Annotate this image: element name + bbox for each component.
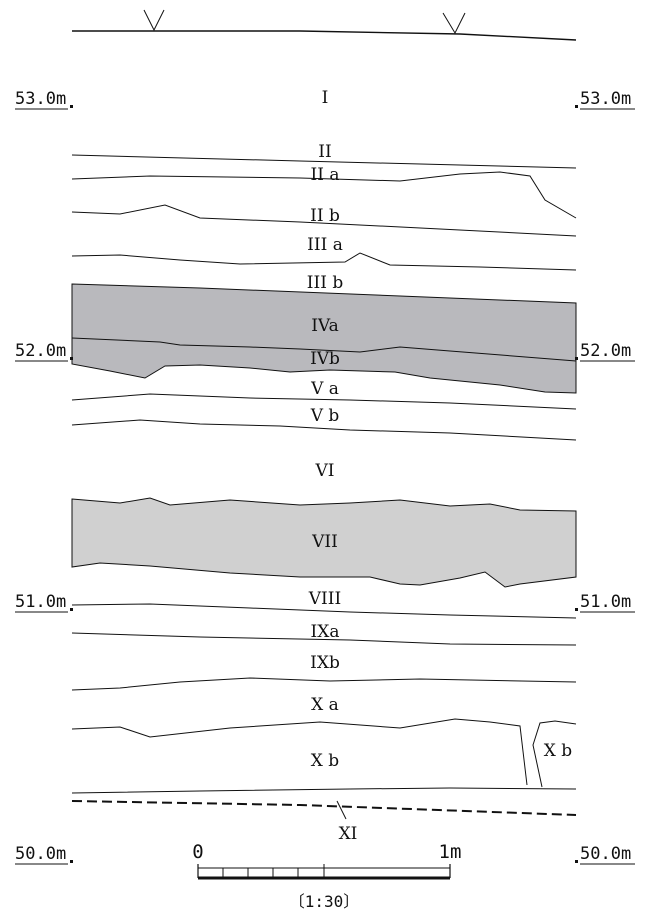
- layer-label-iva: IVa: [311, 316, 339, 336]
- elevation-label-53-right: 53.0m: [580, 89, 631, 109]
- boundary-xb-crack: [532, 720, 577, 788]
- elevation-label-51-right: 51.0m: [580, 592, 631, 612]
- boundary-iib-iiia: [71, 252, 577, 271]
- vegetation-mark-right: [442, 12, 466, 35]
- elevation-label-52-right: 52.0m: [580, 341, 631, 361]
- layer-label-vb: V b: [310, 406, 340, 426]
- boundary-xa-xb: [71, 718, 528, 786]
- layer-label-ixb: IXb: [310, 653, 340, 673]
- layer-label-ivb: IVb: [310, 349, 340, 369]
- elevation-label-50-right: 50.0m: [580, 844, 631, 864]
- layer-label-vii: VII: [311, 532, 338, 552]
- boundary-xi-dashed: [71, 800, 577, 816]
- elevation-dot-51-right: [575, 608, 578, 611]
- boundary-va-vb: [71, 393, 577, 410]
- layer-label-xi: XI: [339, 824, 358, 844]
- scale-ratio-label: 〔1:30〕: [289, 892, 360, 911]
- layer-label-iib: II b: [310, 206, 340, 226]
- scale-bar-end-label: 1m: [439, 841, 462, 863]
- elevation-dot-53-left: [70, 105, 73, 108]
- layer-label-xb-right: X b: [544, 741, 573, 761]
- layer-label-ii: II: [318, 142, 331, 162]
- layer-label-i: I: [322, 88, 329, 108]
- elevation-dot-53-right: [575, 105, 578, 108]
- boundary-xb-bottom: [71, 787, 577, 794]
- layer-label-viii: VIII: [308, 589, 341, 609]
- boundary-iia-iib: [71, 204, 577, 237]
- elevation-dot-51-left: [70, 608, 73, 611]
- layer-iv-fill: [71, 283, 577, 394]
- elevation-dot-52-left: [70, 357, 73, 360]
- boundary-ii-iia: [71, 171, 577, 219]
- boundary-ixa-ixb: [71, 677, 577, 691]
- ground-surface-line: [72, 30, 577, 41]
- scale-bar-start-label: 0: [192, 841, 203, 863]
- layer-label-iiia: III a: [307, 235, 343, 255]
- layer-label-ixa: IXa: [311, 622, 340, 642]
- vegetation-mark-left: [143, 9, 165, 32]
- elevation-dot-50-right: [575, 860, 578, 863]
- layer-vii-fill: [71, 497, 577, 588]
- elevation-dot-50-left: [70, 860, 73, 863]
- boundary-viii-top: [71, 603, 577, 619]
- elevation-dot-52-right: [575, 357, 578, 360]
- elevation-label-50-left: 50.0m: [15, 844, 66, 864]
- boundary-vb-vi: [71, 419, 577, 441]
- layer-label-iia: II a: [311, 165, 340, 185]
- elevation-label-53-left: 53.0m: [15, 89, 66, 109]
- boundary-i-ii: [71, 154, 577, 169]
- boundary-viii-ixa: [71, 632, 577, 646]
- leader-xi: [336, 800, 347, 820]
- layer-label-xa: X a: [311, 695, 339, 715]
- layer-label-xb: X b: [311, 751, 340, 771]
- layer-label-iiib: III b: [307, 273, 344, 293]
- scale-bar: [197, 864, 451, 880]
- layer-label-vi: VI: [315, 461, 335, 481]
- layer-label-va: V a: [310, 379, 339, 399]
- elevation-label-52-left: 52.0m: [15, 341, 66, 361]
- boundary-iva-ivb: [71, 337, 577, 362]
- elevation-label-51-left: 51.0m: [15, 592, 66, 612]
